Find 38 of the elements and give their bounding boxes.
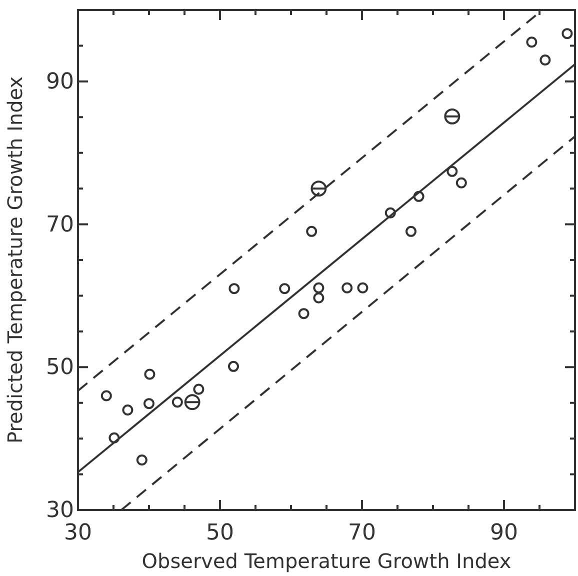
y-tick-label: 90: [46, 69, 74, 94]
y-axis-title: Predicted Temperature Growth Index: [3, 76, 27, 444]
point: [357, 282, 368, 294]
point: [193, 384, 204, 395]
point: [540, 54, 551, 66]
x-tick-label: 90: [490, 520, 518, 546]
point: [144, 398, 154, 410]
y-tick-label: 30: [46, 498, 74, 524]
x-tick-label: 30: [64, 520, 92, 546]
point: [136, 454, 148, 466]
point: [313, 282, 324, 294]
y-tick-label: 50: [46, 355, 74, 380]
point: [184, 394, 200, 410]
point: [306, 226, 318, 237]
point: [384, 207, 396, 218]
point: [444, 108, 460, 124]
point: [456, 177, 467, 188]
point: [228, 360, 239, 372]
point: [228, 283, 240, 294]
x-tick-label: 70: [348, 520, 376, 546]
y-tick-label: 70: [46, 212, 74, 238]
point: [313, 292, 324, 304]
point: [526, 36, 538, 48]
point: [122, 404, 134, 416]
point: [144, 368, 156, 380]
point: [279, 283, 290, 294]
point: [562, 28, 573, 40]
x-tick-label: 50: [206, 520, 234, 546]
point: [405, 226, 416, 237]
point: [310, 180, 327, 197]
point: [172, 396, 183, 408]
x-axis-title: Observed Temperature Growth Index: [142, 549, 512, 573]
point: [100, 390, 112, 402]
point: [108, 432, 120, 444]
point: [413, 190, 424, 202]
point: [446, 166, 458, 177]
point: [298, 308, 310, 320]
point: [342, 282, 353, 294]
